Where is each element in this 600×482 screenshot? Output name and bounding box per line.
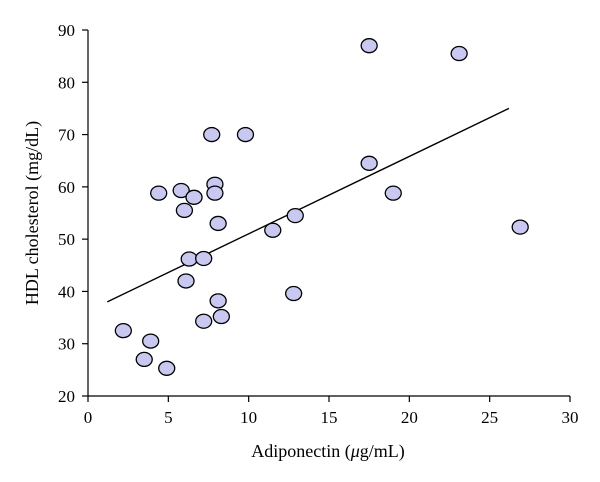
data-point <box>203 126 221 143</box>
data-point <box>384 185 402 201</box>
x-tick-label: 15 <box>321 408 338 427</box>
trendline <box>106 107 510 303</box>
x-tick-label: 0 <box>84 408 93 427</box>
data-point <box>209 215 227 232</box>
data-point <box>142 333 160 349</box>
x-tick-label: 20 <box>401 408 418 427</box>
data-point <box>286 207 304 224</box>
data-point <box>158 360 176 376</box>
y-tick-label: 60 <box>58 178 75 197</box>
axes <box>87 30 570 397</box>
x-axis-title-mu: μ <box>350 441 360 461</box>
x-tick-label: 25 <box>481 408 498 427</box>
y-tick-label: 50 <box>58 230 75 249</box>
x-tick-label: 10 <box>240 408 257 427</box>
ticks: 0 5 10 15 20 25 30 20 30 40 50 60 70 80 90 <box>58 21 579 427</box>
data-point <box>177 273 195 289</box>
y-tick-label: 40 <box>58 282 75 301</box>
data-point <box>236 126 255 143</box>
data-point <box>172 182 190 199</box>
x-tick-label: 5 <box>164 408 173 427</box>
data-point <box>175 202 194 219</box>
y-tick-label: 20 <box>58 387 75 406</box>
data-point <box>180 251 198 267</box>
y-axis-title: HDL cholesterol (mg/dL) <box>22 121 43 305</box>
y-tick-label: 30 <box>58 335 75 354</box>
data-point <box>212 308 231 325</box>
y-tick-label: 90 <box>58 21 75 40</box>
data-point <box>195 313 213 329</box>
data-point <box>209 293 227 309</box>
data-point <box>450 45 468 62</box>
data-point <box>150 185 168 201</box>
x-tick-label: 30 <box>562 408 579 427</box>
x-axis-title-suffix: g/mL) <box>360 441 405 462</box>
data-point <box>114 322 132 339</box>
data-point <box>360 155 378 171</box>
x-axis-title: Adiponectin (μg/mL) <box>251 441 405 462</box>
data-point <box>264 222 282 238</box>
data-point <box>285 285 303 302</box>
data-point <box>511 219 529 235</box>
data-point <box>135 351 153 368</box>
points-layer <box>114 38 529 376</box>
data-point <box>206 185 224 201</box>
y-tick-label: 70 <box>58 126 75 145</box>
data-point <box>195 250 213 267</box>
trendline-layer <box>106 107 510 303</box>
x-axis-title-prefix: Adiponectin ( <box>251 441 350 462</box>
data-point <box>360 38 378 54</box>
y-tick-label: 80 <box>58 73 75 92</box>
data-point <box>185 189 203 205</box>
